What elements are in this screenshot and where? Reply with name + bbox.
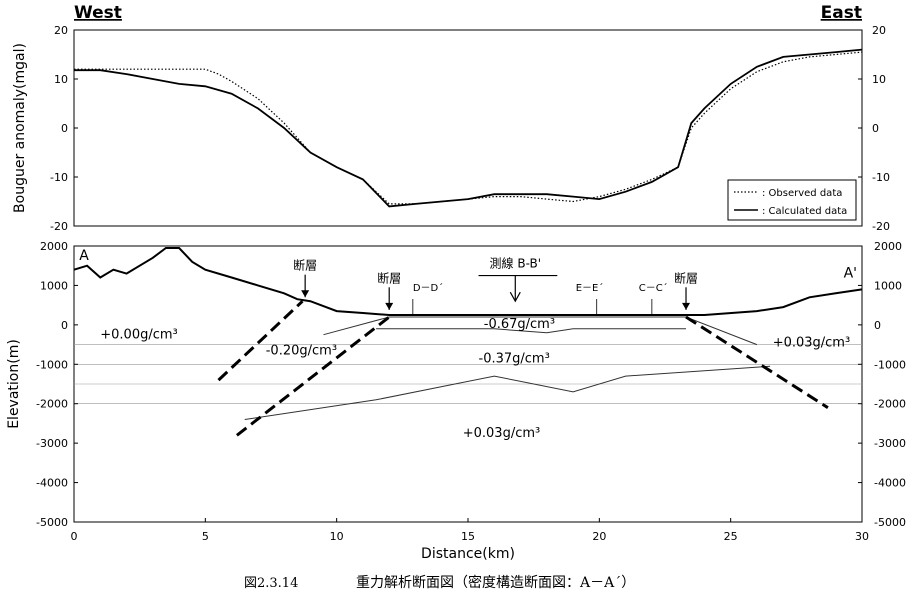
- density-label: -0.20g/cm³: [266, 343, 337, 358]
- west-label: West: [74, 3, 122, 23]
- x-tick-label: 20: [592, 530, 606, 543]
- density-label: +0.03g/cm³: [773, 336, 851, 351]
- east-label: East: [821, 3, 862, 23]
- density-section-panel: Elevation(m) Distance(km) -5000 -4000 -300…: [6, 240, 906, 562]
- fault-lines: [217, 300, 829, 437]
- bottom-y-tick-label-left: -5000: [36, 516, 68, 529]
- fault-label: 断層: [377, 270, 401, 285]
- x-tick-label: 25: [724, 530, 738, 543]
- bottom-y-tick-label-left: 2000: [40, 240, 68, 253]
- density-label: -0.67g/cm³: [484, 317, 555, 332]
- top-y-tick-label-right: 20: [872, 24, 886, 37]
- x-tick-label: 30: [855, 530, 869, 543]
- bottom-y-tick-label-left: 0: [61, 319, 68, 332]
- density-boundary: [244, 365, 771, 420]
- density-label: +0.03g/cm³: [463, 426, 541, 441]
- bottom-y-tick-label-right: -3000: [874, 437, 906, 450]
- section-end-label: A: [79, 248, 89, 264]
- fault-label: 断層: [293, 258, 317, 273]
- top-y-tick-label-right: -10: [872, 171, 890, 184]
- fault-label: 断層: [674, 270, 698, 285]
- bottom-y-tick-label-left: -4000: [36, 477, 68, 490]
- top-y-tick-label-right: -20: [872, 220, 890, 233]
- bottom-y-ticks-left: -5000 -4000 -3000 -2000 -1000 0 1000 2000: [36, 240, 78, 529]
- x-tick-label: 0: [71, 530, 78, 543]
- calculated-data-line: [74, 48, 863, 208]
- legend-calculated-label: : Calculated data: [762, 206, 847, 217]
- x-tick-label: 5: [202, 530, 209, 543]
- density-boundary: [323, 316, 758, 346]
- section-end-label: A': [844, 266, 857, 282]
- x-axis-label: Distance(km): [421, 546, 515, 562]
- bottom-y-tick-label-left: -3000: [36, 437, 68, 450]
- fault-arrow-head: [385, 302, 394, 310]
- top-y-tick-label-left: 10: [54, 73, 68, 86]
- fault-arrow-head: [682, 302, 691, 310]
- cross-line-label: C－C´: [639, 282, 668, 294]
- fault-line: [685, 315, 829, 409]
- top-y-tick-label-left: 0: [61, 122, 68, 135]
- legend-observed-label: : Observed data: [762, 188, 842, 199]
- caption-number: 図2.3.14: [244, 576, 298, 591]
- x-axis-ticks: 0 5 10 15 20 25 30: [71, 518, 869, 543]
- bottom-y-tick-label-right: 0: [874, 319, 881, 332]
- density-label: +0.00g/cm³: [100, 328, 177, 343]
- bottom-y-tick-label-right: -1000: [874, 358, 906, 371]
- bottom-y-ticks-right: -5000 -4000 -3000 -2000 -1000 0 1000 2000: [858, 240, 906, 529]
- top-y-tick-label-right: 0: [872, 122, 879, 135]
- fault-arrow-head: [301, 290, 310, 298]
- density-boundary: [376, 328, 686, 334]
- bottom-y-tick-label-right: 1000: [874, 279, 902, 292]
- density-label: -0.37g/cm³: [479, 351, 550, 366]
- top-y-ticks-right: -20 -10 0 10 20: [858, 24, 890, 233]
- fault-line: [217, 300, 304, 382]
- cross-line-label: D－D´: [413, 282, 443, 294]
- bottom-y-tick-label-right: -5000: [874, 516, 906, 529]
- top-y-tick-label-left: -10: [50, 171, 68, 184]
- topography: [73, 247, 863, 316]
- legend: : Observed data : Calculated data: [727, 179, 857, 221]
- bottom-y-tick-label-right: 2000: [874, 240, 902, 253]
- cross-line-label: E－E´: [576, 282, 604, 294]
- reference-lines: [74, 344, 862, 405]
- top-y-axis-label: Bouguer anomaly(mgal): [12, 43, 28, 213]
- bottom-y-axis-label: Elevation(m): [6, 339, 22, 429]
- bottom-y-tick-label-left: -2000: [36, 398, 68, 411]
- bottom-y-tick-label-right: -4000: [874, 477, 906, 490]
- anomaly-series: [74, 48, 863, 208]
- bottom-y-tick-label-left: 1000: [40, 279, 68, 292]
- x-tick-label: 15: [461, 530, 475, 543]
- topography-line: [73, 247, 863, 316]
- caption-title: 重力解析断面図（密度構造断面図：A－A´）: [356, 574, 635, 591]
- legend-box: [727, 179, 857, 221]
- top-y-ticks-left: -20 -10 0 10 20: [50, 24, 78, 233]
- survey-line-arrow-head: [509, 291, 521, 303]
- survey-line-label: 測線 B-B': [490, 256, 541, 271]
- bouguer-anomaly-panel: West East Bouguer anomaly(mgal) -20 -10 0 1…: [12, 3, 890, 233]
- x-tick-label: 10: [330, 530, 344, 543]
- bottom-y-tick-label-left: -1000: [36, 358, 68, 371]
- top-y-tick-label-left: -20: [50, 220, 68, 233]
- top-y-tick-label-right: 10: [872, 73, 886, 86]
- figure-caption: 図2.3.14 重力解析断面図（密度構造断面図：A－A´）: [244, 574, 635, 591]
- density-boundaries: [244, 316, 771, 420]
- bottom-y-tick-label-right: -2000: [874, 398, 906, 411]
- top-y-tick-label-left: 20: [54, 24, 68, 37]
- fault-line: [235, 315, 391, 437]
